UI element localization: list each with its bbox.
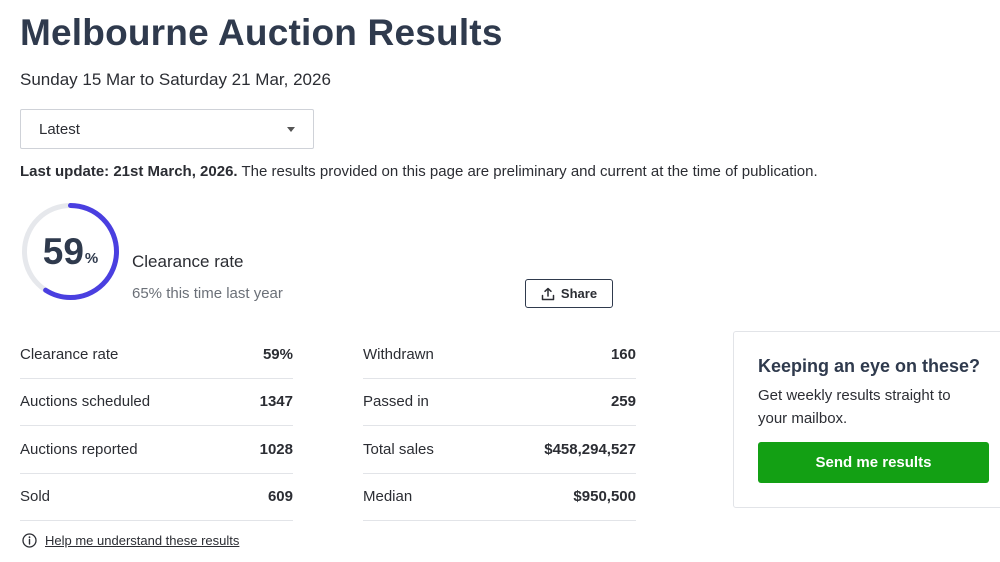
- stat-label: Sold: [20, 488, 51, 506]
- select-value: Latest: [39, 120, 80, 138]
- stat-value: 1347: [259, 393, 293, 411]
- stat-label: Median: [363, 488, 413, 506]
- stat-label: Auctions reported: [20, 440, 138, 458]
- page-title: Melbourne Auction Results: [20, 12, 503, 53]
- stat-value: 609: [267, 488, 293, 506]
- share-upload-icon: [541, 287, 555, 300]
- stats-right: Withdrawn 160 Passed in 259 Total sales …: [363, 331, 636, 521]
- date-range: Sunday 15 Mar to Saturday 21 Mar, 2026: [20, 70, 331, 89]
- help-link[interactable]: Help me understand these results: [22, 533, 239, 548]
- last-update-label: Last update: 21st March, 2026.: [20, 163, 238, 180]
- share-label: Share: [560, 286, 598, 301]
- stat-row: Total sales $458,294,527: [363, 426, 636, 474]
- results-period-select[interactable]: Latest: [20, 109, 314, 149]
- stat-row: Sold 609: [20, 474, 293, 521]
- stats-left: Clearance rate 59% Auctions scheduled 13…: [20, 331, 293, 521]
- stat-value: $950,500: [573, 488, 636, 506]
- clearance-gauge: [22, 203, 119, 300]
- stat-row: Clearance rate 59%: [20, 331, 293, 379]
- stat-value: 59%: [262, 345, 293, 363]
- share-button[interactable]: Share: [525, 279, 613, 308]
- clearance-label: Clearance rate: [132, 252, 244, 271]
- stat-label: Clearance rate: [20, 345, 119, 363]
- stat-value: 1028: [259, 440, 293, 458]
- chevron-down-icon: [287, 127, 295, 132]
- stat-row: Auctions scheduled 1347: [20, 379, 293, 426]
- stat-value: 259: [610, 393, 636, 411]
- send-results-button[interactable]: Send me results: [758, 442, 989, 483]
- stat-row: Median $950,500: [363, 474, 636, 521]
- clearance-last-year: 65% this time last year: [132, 285, 283, 302]
- update-notice: Last update: 21st March, 2026. The resul…: [20, 163, 818, 180]
- gauge-fill: [22, 203, 119, 300]
- stat-label: Passed in: [363, 393, 429, 411]
- stat-row: Passed in 259: [363, 379, 636, 426]
- stat-label: Auctions scheduled: [20, 393, 151, 411]
- gauge-value: 59 %: [20, 201, 121, 302]
- help-link-text[interactable]: Help me understand these results: [45, 533, 240, 548]
- stat-row: Withdrawn 160: [363, 331, 636, 379]
- stat-value: $458,294,527: [544, 440, 636, 458]
- stat-label: Total sales: [363, 440, 434, 458]
- gauge-unit: %: [84, 250, 99, 267]
- update-note: The results provided on this page are pr…: [237, 163, 818, 180]
- card-title: Keeping an eye on these?: [758, 356, 981, 376]
- info-circle-icon: [22, 533, 37, 548]
- stat-value: 160: [610, 345, 636, 363]
- card-body: Get weekly results straight to your mail…: [758, 387, 951, 427]
- stat-row: Auctions reported 1028: [20, 426, 293, 474]
- stat-label: Withdrawn: [363, 345, 434, 363]
- subscribe-card: Keeping an eye on these? Get weekly resu…: [733, 331, 1000, 508]
- gauge-number: 59: [42, 230, 84, 272]
